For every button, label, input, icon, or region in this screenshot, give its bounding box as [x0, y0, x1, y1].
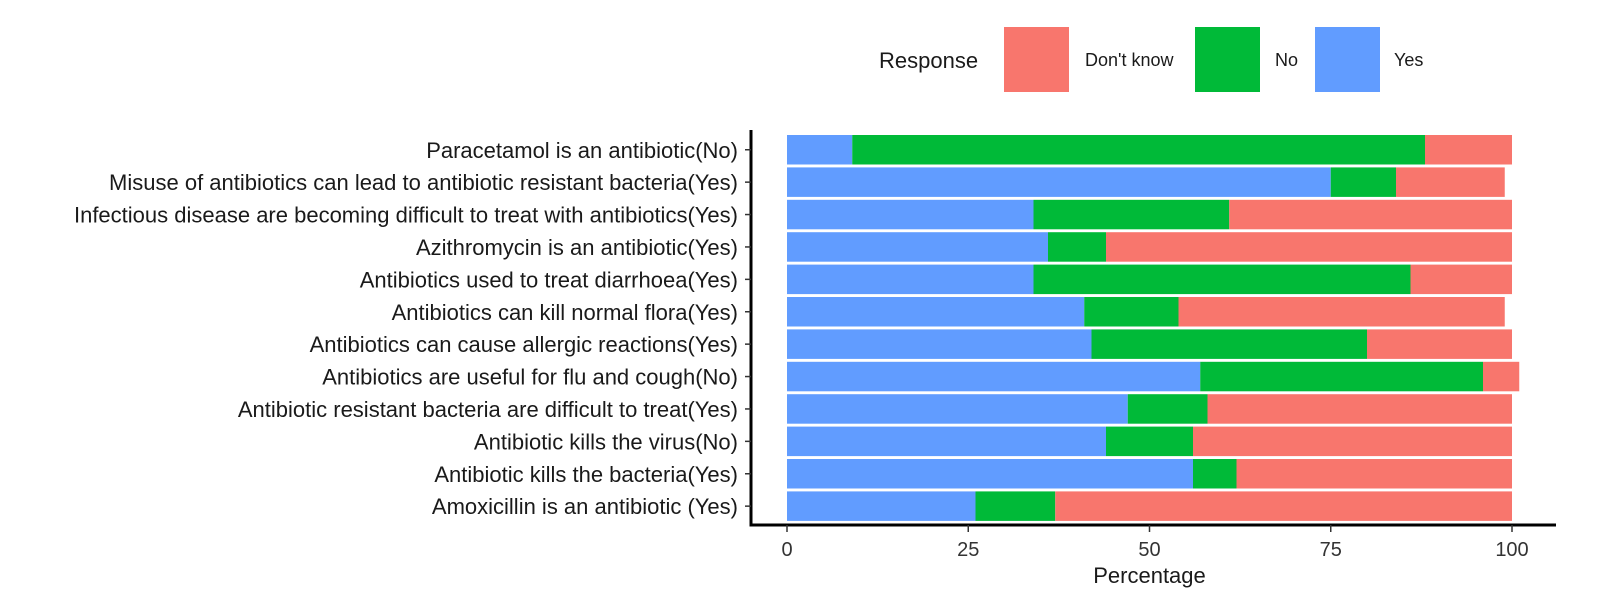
bar-segment-don-t-know [1410, 264, 1512, 295]
category-labels: Paracetamol is an antibiotic(No) Misuse o… [74, 138, 738, 519]
legend-label: Yes [1394, 50, 1423, 70]
bar-segment-no [1200, 361, 1483, 392]
category-label: Paracetamol is an antibiotic(No) [426, 138, 738, 163]
bar-segment-yes [787, 329, 1092, 359]
bar-segment-no [1033, 199, 1230, 230]
category-label: Infectious disease are becoming difficul… [74, 203, 738, 228]
bar-segment-don-t-know [1236, 459, 1512, 489]
legend: Response Don't know No Yes [879, 27, 1423, 92]
category-label: Antibiotics can cause allergic reactions… [310, 332, 738, 357]
x-tick-label: 50 [1138, 539, 1160, 561]
category-label: Antibiotics are useful for flu and cough… [322, 365, 738, 390]
legend-title: Response [879, 48, 978, 73]
category-label: Antibiotic kills the virus(No) [474, 429, 738, 454]
bar-segment-no [1091, 329, 1367, 359]
bars [787, 135, 1520, 521]
category-label: Misuse of antibiotics can lead to antibi… [109, 170, 738, 195]
x-tick-label: 75 [1320, 539, 1342, 561]
legend-label: Don't know [1085, 50, 1174, 70]
bar-segment-no [1106, 426, 1193, 457]
bar-segment-no [852, 135, 1425, 165]
bar-segment-don-t-know [1483, 361, 1520, 392]
bar-segment-yes [787, 264, 1034, 295]
bar-segment-no [1084, 297, 1179, 327]
axes: 0 25 50 75 100 Percentage [745, 130, 1556, 588]
category-label: Antibiotics can kill normal flora(Yes) [392, 300, 738, 325]
bar-segment-don-t-know [1193, 426, 1512, 457]
bar-segment-yes [787, 232, 1048, 262]
legend-key [1315, 27, 1380, 92]
x-tick-label: 100 [1495, 539, 1528, 561]
category-label: Antibiotic kills the bacteria(Yes) [434, 462, 738, 487]
bar-segment-yes [787, 297, 1085, 327]
bar-segment-don-t-know [1106, 232, 1512, 262]
bar-segment-no [1127, 394, 1208, 424]
bar-segment-don-t-know [1396, 167, 1505, 197]
bar-segment-yes [787, 199, 1034, 230]
bar-segment-yes [787, 426, 1106, 457]
category-label: Azithromycin is an antibiotic(Yes) [416, 235, 738, 260]
bar-segment-yes [787, 459, 1193, 489]
bar-segment-no [1330, 167, 1396, 197]
bar-segment-don-t-know [1367, 329, 1512, 359]
bar-segment-no [1033, 264, 1411, 295]
bar-segment-no [975, 491, 1056, 521]
bar-segment-yes [787, 394, 1128, 424]
bar-segment-don-t-know [1207, 394, 1512, 424]
category-label: Antibiotics used to treat diarrhoea(Yes) [360, 267, 738, 292]
bar-segment-yes [787, 491, 976, 521]
bar-segment-don-t-know [1425, 135, 1512, 165]
x-ticks: 0 25 50 75 100 [781, 525, 1529, 561]
category-label: Amoxicillin is an antibiotic (Yes) [432, 494, 738, 519]
x-axis-title: Percentage [1093, 563, 1206, 588]
x-tick-label: 0 [781, 539, 792, 561]
bar-segment-yes [787, 135, 853, 165]
x-tick-label: 25 [957, 539, 979, 561]
bar-segment-don-t-know [1055, 491, 1512, 521]
bar-segment-no [1193, 459, 1237, 489]
legend-label: No [1275, 50, 1298, 70]
bar-segment-no [1048, 232, 1106, 262]
bar-segment-don-t-know [1178, 297, 1505, 327]
category-label: Antibiotic resistant bacteria are diffic… [238, 397, 738, 422]
bar-segment-yes [787, 167, 1331, 197]
legend-key [1195, 27, 1260, 92]
legend-key [1004, 27, 1069, 92]
bar-segment-don-t-know [1229, 199, 1512, 230]
bar-segment-yes [787, 361, 1201, 392]
